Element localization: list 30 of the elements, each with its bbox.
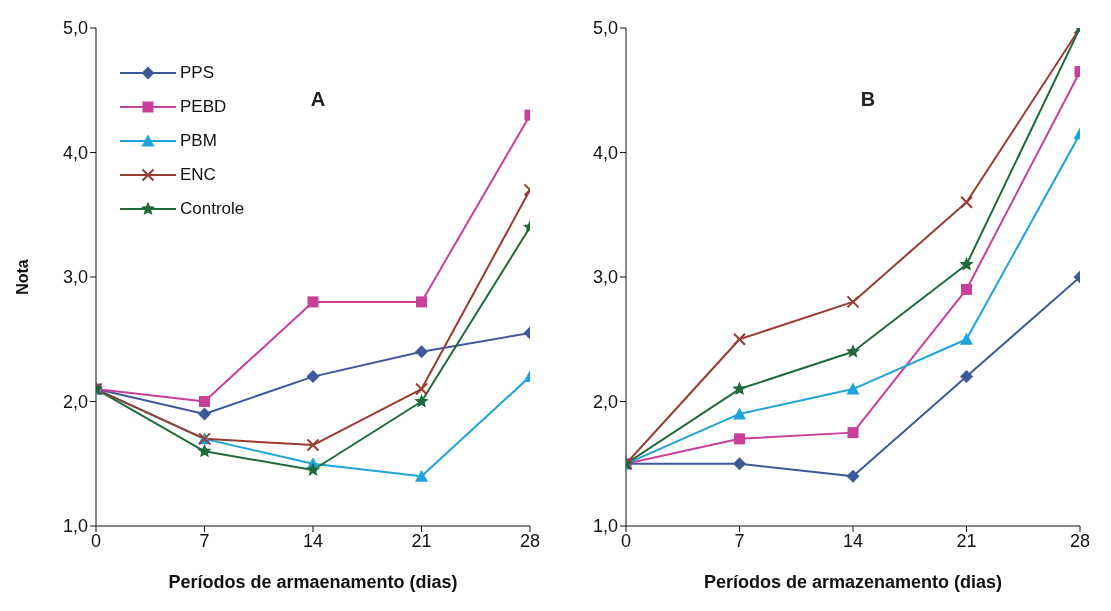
legend-label: ENC [180,165,216,185]
x-tick-label: 0 [90,530,102,551]
x-tick-label: 7 [199,530,210,551]
x-tick-label: 21 [956,530,977,551]
x-axis-title: Períodos de armazenamento (dias) [703,572,1003,592]
y-tick-label: 5,0 [62,18,88,39]
text: B [860,88,876,110]
x-axis-title: Períodos de armaenamento (dias) [168,572,458,592]
y-tick-label: 2,0 [592,391,618,412]
x-tick-label: 14 [302,530,324,551]
legend-label: Controle [180,199,245,219]
x-tick-label: 14 [842,530,864,551]
x-tick-label: 7 [734,530,745,551]
x-tick-label: 21 [411,530,432,551]
y-tick-label: 4,0 [62,142,88,163]
y-tick-label: 2,0 [62,391,88,412]
y-tick-label: 1,0 [62,516,88,537]
x-tick-label: 0 [620,530,632,551]
y-tick-label: 4,0 [592,142,618,163]
y-tick-label: 1,0 [592,516,618,537]
y-tick-label: 5,0 [592,18,618,39]
legend-label: PBM [180,131,217,151]
text: A [310,88,326,110]
y-tick-label: 3,0 [592,267,618,288]
legend-label: PPS [180,63,215,83]
y-tick-label: 3,0 [62,267,88,288]
x-tick-label: 28 [519,530,541,551]
legend-label: PEBD [180,97,227,117]
y-axis-title: Nota [13,259,31,295]
x-tick-label: 28 [1069,530,1091,551]
